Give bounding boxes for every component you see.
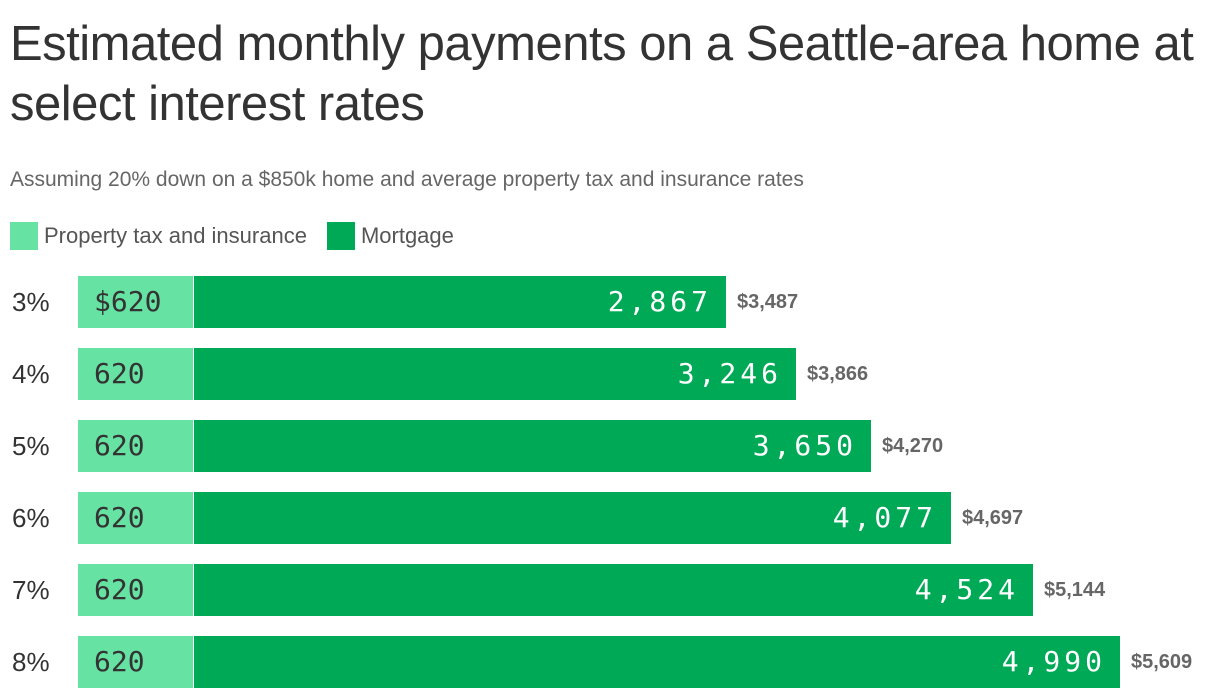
bar-property-tax: 620	[78, 636, 193, 688]
legend-label: Mortgage	[360, 223, 454, 248]
table-row: 5% 620 3,650 $4,270	[0, 420, 1220, 472]
total-label: $4,697	[962, 507, 1024, 529]
rate-label: 5%	[12, 431, 50, 461]
property-value-label: 620	[94, 357, 145, 390]
legend-item-mortgage: Mortgage	[326, 222, 454, 250]
bar-property-tax: $620	[78, 276, 193, 328]
property-value-label: 620	[94, 645, 145, 678]
bar-property-tax: 620	[78, 348, 193, 400]
property-value-label: 620	[94, 573, 145, 606]
total-label: $5,144	[1044, 579, 1106, 601]
table-row: 7% 620 4,524 $5,144	[0, 564, 1220, 616]
mortgage-value-label: 3,246	[677, 357, 782, 390]
property-value-label: $620	[94, 285, 162, 318]
property-value-label: 620	[94, 501, 145, 534]
total-label: $5,609	[1131, 651, 1193, 673]
property-value-label: 620	[94, 429, 145, 462]
mortgage-value-label: 3,650	[752, 429, 857, 462]
chart-title: Estimated monthly payments on a Seattle-…	[10, 17, 1194, 131]
legend: Property tax and insurance Mortgage	[10, 222, 474, 250]
bar-property-tax: 620	[78, 420, 193, 472]
legend-swatch-mortgage	[326, 222, 355, 250]
bar-mortgage: 3,246	[194, 348, 796, 400]
bar-property-tax: 620	[78, 492, 193, 544]
total-label: $3,487	[737, 291, 799, 313]
bar-mortgage: 4,077	[194, 492, 951, 544]
total-label: $4,270	[882, 435, 944, 457]
mortgage-value-label: 4,990	[1001, 645, 1106, 678]
bar-mortgage: 2,867	[194, 276, 726, 328]
mortgage-value-label: 4,077	[832, 501, 937, 534]
table-row: 3% $620 2,867 $3,487	[0, 276, 1220, 328]
legend-swatch-property	[10, 222, 38, 250]
mortgage-value-label: 2,867	[607, 285, 712, 318]
mortgage-value-label: 4,524	[914, 573, 1019, 606]
bar-mortgage: 4,524	[194, 564, 1033, 616]
table-row: 8% 620 4,990 $5,609	[0, 636, 1220, 688]
table-row: 6% 620 4,077 $4,697	[0, 492, 1220, 544]
bar-property-tax: 620	[78, 564, 193, 616]
legend-label: Property tax and insurance	[44, 223, 307, 248]
total-label: $3,866	[807, 363, 869, 385]
rate-label: 6%	[12, 503, 50, 533]
legend-item-property: Property tax and insurance	[10, 222, 307, 250]
rate-label: 8%	[12, 647, 50, 677]
bar-mortgage: 3,650	[194, 420, 871, 472]
bar-mortgage: 4,990	[194, 636, 1120, 688]
chart-subtitle: Assuming 20% down on a $850k home and av…	[10, 168, 804, 191]
table-row: 4% 620 3,246 $3,866	[0, 348, 1220, 400]
rate-label: 4%	[12, 359, 50, 389]
rate-label: 7%	[12, 575, 50, 605]
rate-label: 3%	[12, 287, 50, 317]
